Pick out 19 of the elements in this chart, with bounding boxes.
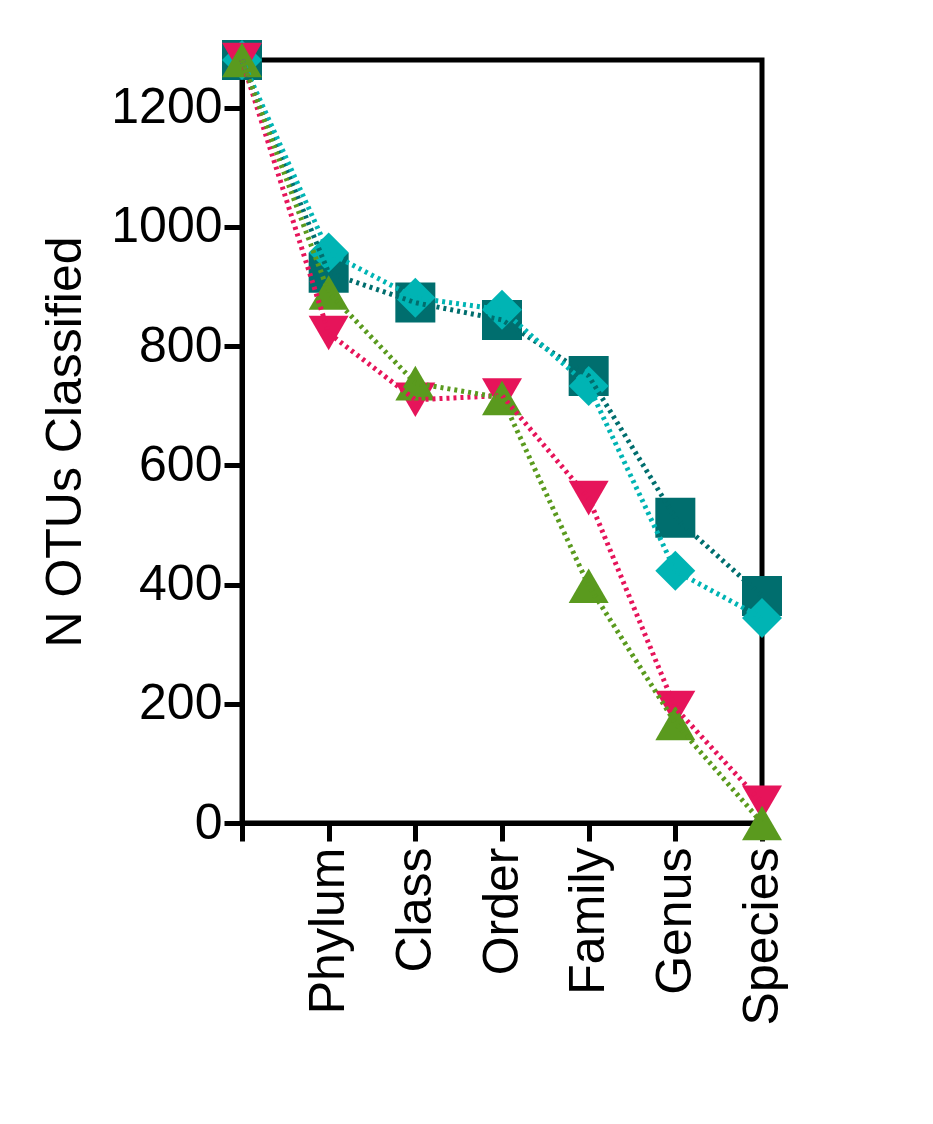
y-tick-label: 200 [139,674,223,731]
x-tick-label: Phylum [299,847,356,1015]
x-tick-label: Family [559,847,616,995]
y-tick-label: 1000 [111,197,223,254]
point [742,597,782,638]
y-tick-label: 800 [139,316,223,373]
x-tick-label: Order [472,847,529,976]
y-tick-label: 0 [194,793,223,850]
point [655,497,696,538]
point [655,550,696,591]
point [742,805,782,841]
y-tick-label: 600 [139,435,223,492]
y-tick-label: 1200 [111,78,223,135]
x-tick-label: Genus [645,847,702,995]
y-tick-label: 400 [139,555,223,612]
x-tick-label: Class [385,847,442,973]
point [308,315,349,351]
y-axis-title: N OTUs Classified [36,236,93,648]
x-tick-label: Species [732,847,789,1026]
